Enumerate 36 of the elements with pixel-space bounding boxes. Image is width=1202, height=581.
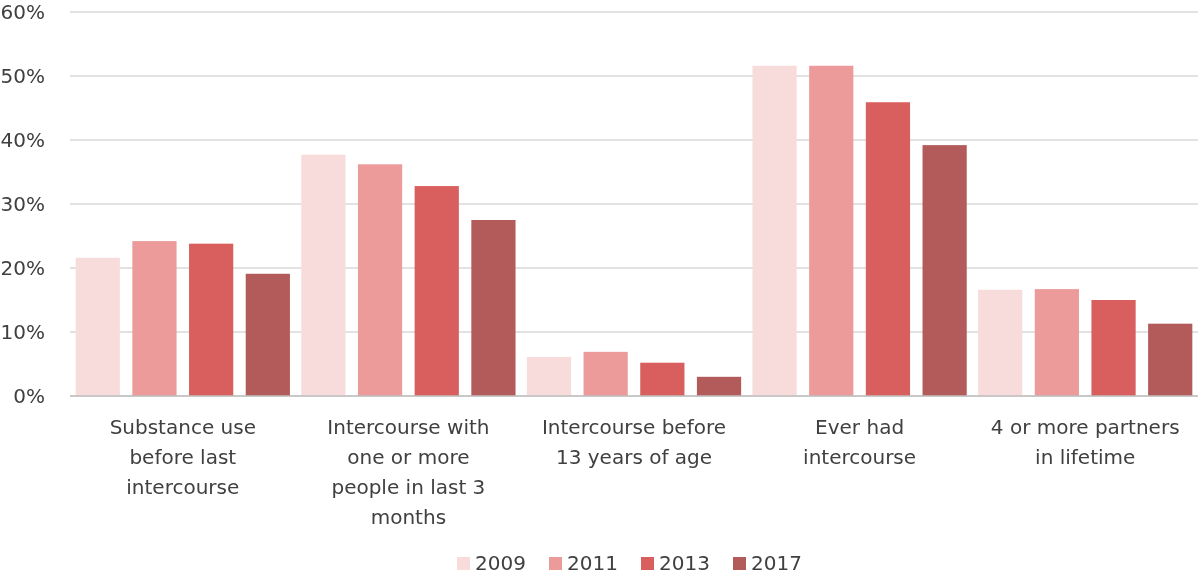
y-tick-label: 50% bbox=[0, 64, 45, 88]
y-tick-label: 20% bbox=[0, 256, 45, 280]
bar bbox=[245, 273, 290, 396]
legend-label: 2013 bbox=[659, 551, 710, 575]
bar bbox=[526, 356, 572, 396]
bar bbox=[357, 164, 403, 396]
bar bbox=[865, 102, 911, 396]
x-tick-label: Intercourse with one or more people in last 3 months bbox=[327, 415, 490, 529]
legend-label: 2017 bbox=[751, 551, 802, 575]
bar bbox=[1091, 300, 1136, 396]
x-tick-label: Substance use before last intercourse bbox=[109, 415, 256, 499]
bar bbox=[752, 65, 797, 396]
bar bbox=[1034, 289, 1079, 396]
bar bbox=[189, 243, 234, 396]
bar bbox=[132, 241, 177, 396]
bar bbox=[809, 65, 854, 396]
y-tick-label: 60% bbox=[0, 0, 45, 24]
bar bbox=[471, 220, 516, 396]
bar bbox=[414, 186, 459, 396]
y-tick-label: 0% bbox=[13, 384, 45, 408]
bar bbox=[583, 351, 628, 396]
y-tick-label: 30% bbox=[0, 192, 45, 216]
bar bbox=[640, 362, 685, 396]
bar bbox=[978, 289, 1023, 396]
x-tick-label: 4 or more partners in lifetime bbox=[990, 415, 1180, 469]
x-tick-label: Ever had intercourse bbox=[803, 415, 917, 469]
bar bbox=[75, 257, 120, 396]
y-tick-label: 10% bbox=[0, 320, 45, 344]
x-tick-label: Intercourse before 13 years of age bbox=[541, 415, 727, 469]
legend-label: 2011 bbox=[567, 551, 618, 575]
bar bbox=[922, 145, 967, 396]
legend-label: 2009 bbox=[475, 551, 526, 575]
bar bbox=[301, 154, 346, 396]
y-tick-label: 40% bbox=[0, 128, 45, 152]
bar bbox=[1148, 323, 1193, 396]
bar bbox=[696, 376, 742, 396]
